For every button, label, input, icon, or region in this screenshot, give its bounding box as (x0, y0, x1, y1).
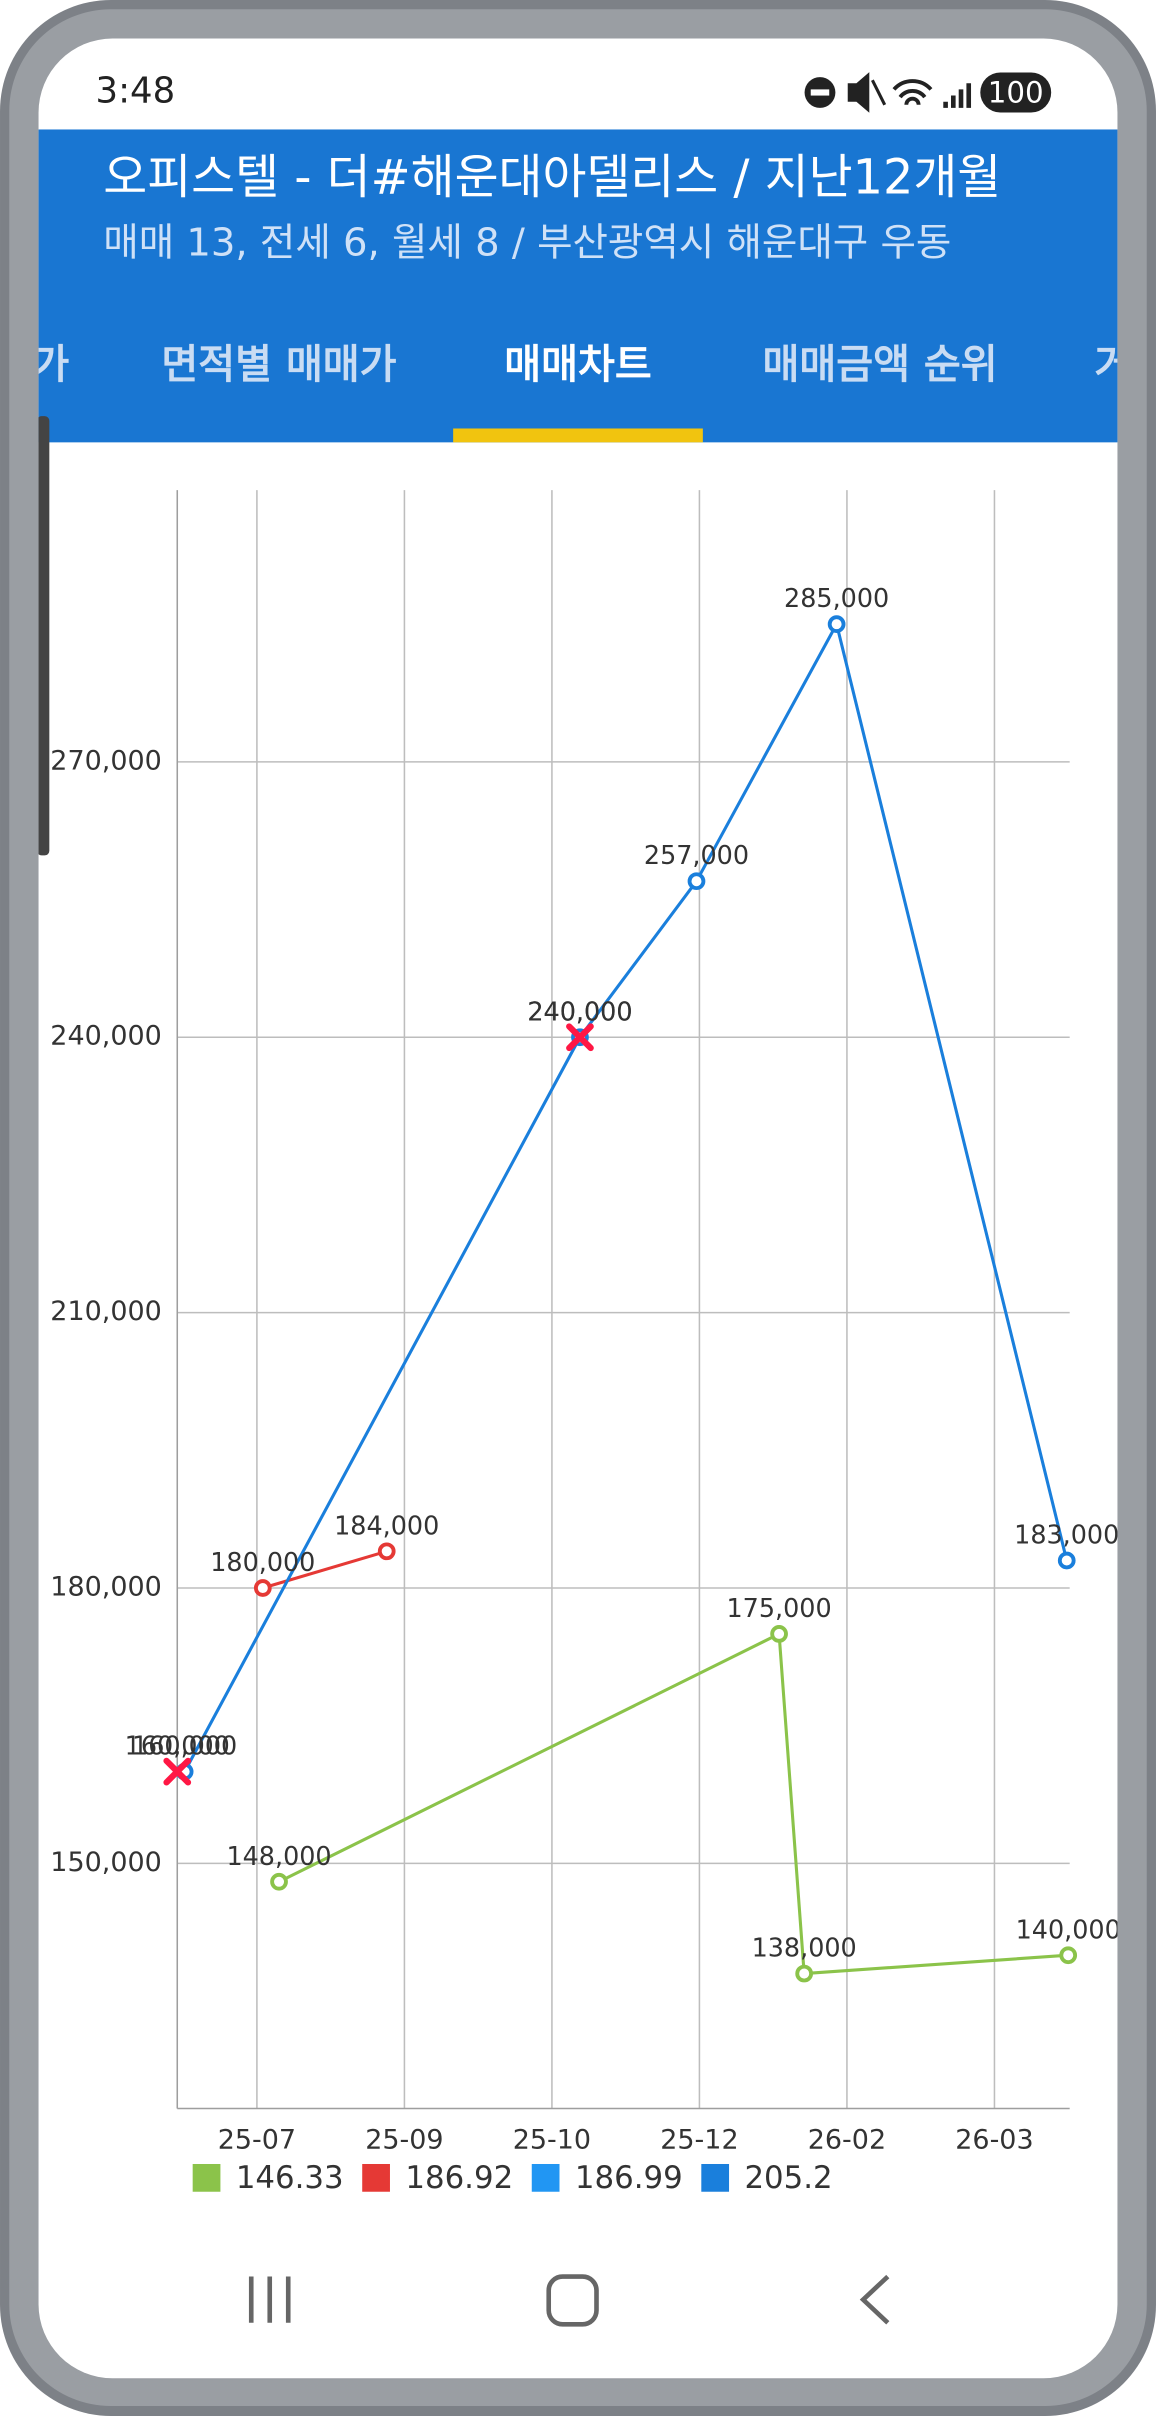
tab[interactable]: 면적별 매매가 (161, 342, 396, 388)
mute-icon (847, 72, 887, 113)
point-marker (566, 1023, 594, 1052)
x-tick-label: 25-09 (365, 2124, 443, 2155)
chart: 150,000 180,000 210,000 240,000 270,000 25-07… (50, 490, 1121, 2196)
tab-indicator (453, 428, 703, 443)
signal-icon (943, 83, 972, 108)
point-marker (687, 872, 706, 891)
side-handle (38, 416, 50, 856)
nav-recent[interactable] (248, 2276, 291, 2323)
data-label: 160,000 (132, 1731, 237, 1761)
legend-label: 146.33 (236, 2160, 344, 2196)
data-label: 180,000 (210, 1547, 315, 1577)
y-tick-label: 180,000 (50, 1572, 162, 1603)
legend-swatch (192, 2163, 221, 2192)
app-header (38, 129, 1118, 443)
y-tick-label: 210,000 (50, 1296, 162, 1327)
screen (38, 38, 1118, 2379)
y-tick-label: 240,000 (50, 1021, 162, 1052)
data-label: 285,000 (784, 583, 889, 613)
x-tick-label: 26-03 (955, 2124, 1033, 2155)
legend-label: 205.2 (744, 2160, 832, 2196)
x-tick-label: 26-02 (808, 2124, 886, 2155)
point-marker (377, 1542, 396, 1561)
point-marker (827, 615, 846, 634)
legend-swatch (531, 2163, 560, 2192)
series-line (278, 1631, 1069, 1976)
point-marker (795, 1964, 814, 1983)
status-time: 3:48 (96, 70, 176, 111)
dnd-bar (810, 89, 830, 96)
y-tick-label: 270,000 (50, 745, 162, 776)
nav-home[interactable] (546, 2274, 599, 2327)
header-title: 오피스텔 - 더#해운대아델리스 / 지난12개월 (103, 150, 1001, 205)
point-marker (270, 1872, 288, 1891)
point-marker (770, 1625, 788, 1643)
point-marker (163, 1757, 192, 1786)
tab[interactable]: 거 (1094, 342, 1131, 388)
y-tick-label: 150,000 (50, 1847, 162, 1878)
tab[interactable]: 가 (32, 342, 70, 388)
screen-content: 3:48 100 오피스텔 - 더#해운대아델리스 / 지난12개월 매매 13… (32, 70, 1131, 2327)
navigation-bar (248, 2274, 890, 2327)
data-label: 240,000 (527, 996, 632, 1026)
series-line (262, 1549, 388, 1590)
point-marker (1059, 1946, 1078, 1965)
data-label: 240,000 (527, 996, 632, 1026)
x-tick-label: 25-10 (513, 2124, 591, 2155)
data-label: 148,000 (226, 1841, 331, 1871)
point-marker (253, 1579, 272, 1597)
data-label: 184,000 (334, 1510, 439, 1540)
wifi-icon (892, 79, 933, 106)
data-label: 140,000 (1016, 1914, 1121, 1944)
point-marker (1057, 1551, 1076, 1570)
nav-back[interactable] (859, 2274, 890, 2325)
legend-swatch (701, 2163, 730, 2192)
legend-swatch (362, 2163, 390, 2192)
x-tick-label: 25-12 (660, 2124, 738, 2155)
battery (980, 72, 1052, 113)
legend-label: 186.99 (575, 2160, 683, 2196)
data-label: 257,000 (644, 840, 749, 870)
legend-label: 186.92 (405, 2160, 513, 2196)
data-label: 160,000 (125, 1731, 230, 1761)
data-label: 175,000 (727, 1593, 832, 1623)
tab-bar: 가 면적별 매매가 매매차트 매매금액 순위 거 (32, 342, 1131, 443)
tab[interactable]: 매매차트 (504, 342, 651, 388)
x-tick-label: 25-07 (218, 2124, 296, 2155)
status-icons: 100 (804, 72, 1052, 113)
data-label: 183,000 (1014, 1520, 1119, 1550)
battery-level: 100 (988, 76, 1044, 110)
tab[interactable]: 매매금액 순위 (763, 342, 998, 388)
header-subtitle: 매매 13, 전세 6, 월세 8 / 부산광역시 해운대구 우동 (103, 221, 951, 266)
data-label: 138,000 (752, 1933, 857, 1963)
